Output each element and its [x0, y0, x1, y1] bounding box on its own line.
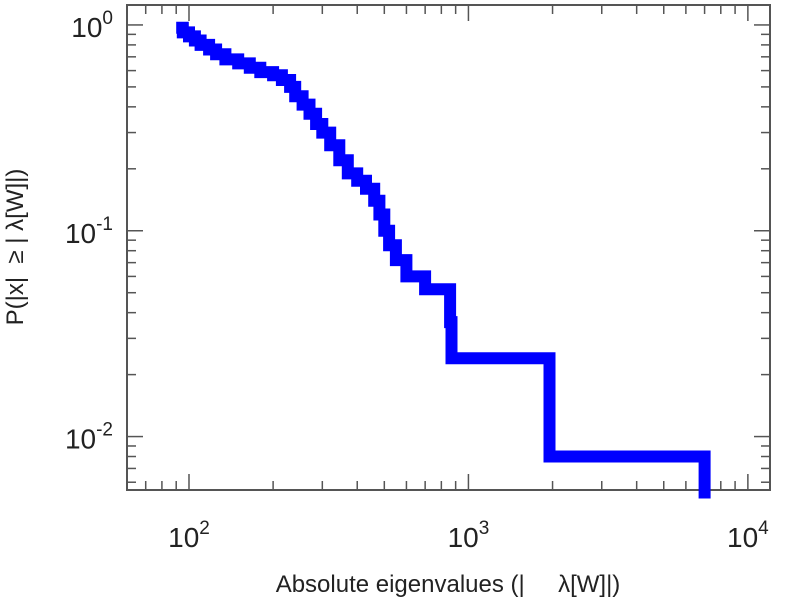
y-tick-label-exponent: 0 — [102, 8, 113, 29]
y-tick-label-base: 10 — [65, 218, 96, 249]
y-tick-label-base: 10 — [65, 424, 96, 455]
y-tick-label-exponent: -2 — [96, 420, 113, 441]
x-axis-ticks — [126, 5, 749, 490]
x-tick-label-exponent: 4 — [758, 518, 769, 539]
y-tick-label-base: 10 — [71, 12, 102, 43]
y-tick-label: 10-1 — [65, 214, 113, 249]
y-tick-label-exponent: -1 — [96, 214, 113, 235]
x-tick-label-base: 10 — [727, 522, 758, 553]
x-tick-label-base: 10 — [168, 522, 199, 553]
x-tick-label: 102 — [168, 518, 210, 553]
x-tick-label-base: 10 — [448, 522, 479, 553]
x-axis-tick-labels: 102 103 104 — [168, 518, 769, 553]
y-axis-label: P(|x| ≥ | λ[W]|) — [2, 169, 29, 326]
x-tick-label-exponent: 2 — [199, 518, 210, 539]
y-axis-ticks — [127, 24, 770, 483]
y-tick-label: 100 — [71, 8, 113, 43]
x-tick-label-exponent: 3 — [479, 518, 490, 539]
x-tick-label: 103 — [448, 518, 490, 553]
x-tick-label: 104 — [727, 518, 769, 553]
x-axis-label: Absolute eigenvalues (| λ[W]|) — [276, 571, 621, 598]
y-tick-label: 10-2 — [65, 420, 113, 455]
ccdf-step-line — [176, 21, 711, 499]
plot-frame — [126, 4, 771, 491]
